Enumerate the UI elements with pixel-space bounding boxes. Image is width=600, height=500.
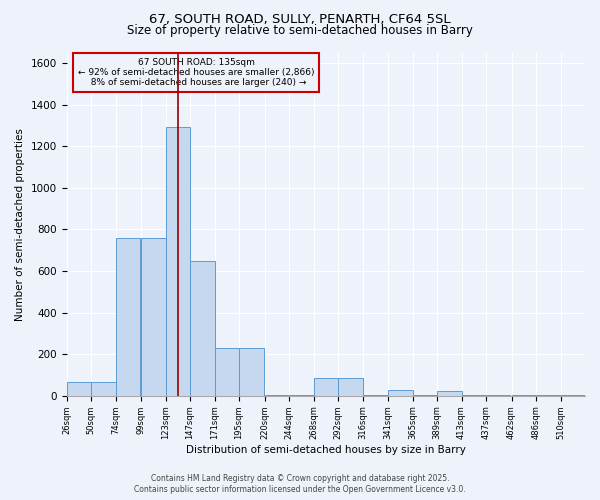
Bar (116, 238, 140, 396)
Bar (362, 395, 387, 396)
Text: 67 SOUTH ROAD: 135sqm
← 92% of semi-detached houses are smaller (2,866)
  8% of : 67 SOUTH ROAD: 135sqm ← 92% of semi-deta… (78, 58, 314, 88)
Bar (413, 395, 437, 396)
Bar (461, 395, 486, 396)
Bar (486, 395, 511, 396)
Y-axis label: Number of semi-detached properties: Number of semi-detached properties (15, 128, 25, 320)
Bar (437, 390, 461, 396)
Bar (388, 390, 413, 396)
Bar (141, 238, 166, 396)
Bar (190, 260, 215, 396)
Text: 67, SOUTH ROAD, SULLY, PENARTH, CF64 5SL: 67, SOUTH ROAD, SULLY, PENARTH, CF64 5SL (149, 12, 451, 26)
Bar (536, 395, 560, 396)
Bar (560, 395, 585, 396)
Bar (265, 395, 289, 396)
Bar (314, 378, 338, 396)
Bar (91, 382, 116, 396)
Bar (67, 382, 91, 396)
Bar (289, 395, 314, 396)
Bar (239, 348, 263, 396)
Bar (338, 378, 362, 396)
Text: Contains HM Land Registry data © Crown copyright and database right 2025.
Contai: Contains HM Land Registry data © Crown c… (134, 474, 466, 494)
Text: Size of property relative to semi-detached houses in Barry: Size of property relative to semi-detach… (127, 24, 473, 37)
Bar (512, 395, 536, 396)
Bar (166, 128, 190, 396)
Bar (215, 348, 239, 396)
X-axis label: Distribution of semi-detached houses by size in Barry: Distribution of semi-detached houses by … (186, 445, 466, 455)
